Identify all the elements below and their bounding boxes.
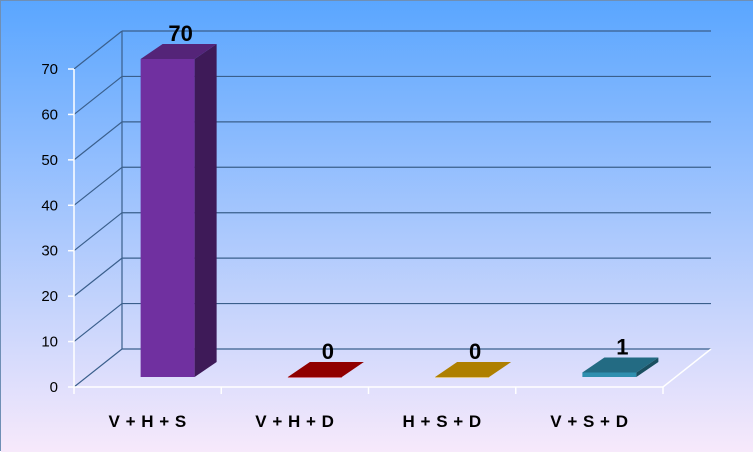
y-tick-label: 10 <box>41 334 58 351</box>
side-gridline <box>73 30 123 70</box>
y-tick-label: 70 <box>41 61 58 78</box>
x-category-label: V + H + S <box>109 412 187 431</box>
side-gridline <box>73 257 123 297</box>
bar <box>287 362 364 378</box>
side-gridline <box>73 166 123 206</box>
grid-layer <box>73 30 711 388</box>
bar-side <box>194 44 217 377</box>
y-tick-label: 0 <box>50 379 58 396</box>
y-tick-label: 60 <box>41 106 58 123</box>
bar <box>435 362 512 378</box>
y-tick-label: 30 <box>41 243 58 260</box>
bar-layer <box>140 44 659 378</box>
side-gridline <box>73 348 123 388</box>
bar-front <box>140 59 195 377</box>
bar-top <box>287 362 364 377</box>
data-label: 0 <box>469 339 481 364</box>
side-gridline <box>73 75 123 115</box>
bar-front <box>435 377 490 378</box>
bar <box>140 44 217 377</box>
side-gridline <box>73 212 123 252</box>
data-label: 70 <box>168 21 192 46</box>
y-tick-label: 20 <box>41 288 58 305</box>
x-category-label: V + S + D <box>550 412 628 431</box>
bar <box>582 357 659 377</box>
side-gridline <box>73 303 123 343</box>
side-gridline <box>73 121 123 161</box>
data-label: 1 <box>616 334 628 359</box>
floor-right-edge <box>662 348 712 388</box>
label-layer: V + H + S V + H + D H + S + D V + S + D 70 0 0… <box>109 21 629 431</box>
y-tick-label: 50 <box>41 152 58 169</box>
data-label: 0 <box>322 339 334 364</box>
bar-front <box>287 377 342 378</box>
bar-front <box>582 372 637 377</box>
bar-top <box>582 357 659 373</box>
bar-top <box>435 362 512 377</box>
bar-side <box>636 357 659 377</box>
y-tick-label: 40 <box>41 197 58 214</box>
x-category-label: H + S + D <box>403 412 482 431</box>
x-category-label: V + H + D <box>255 412 334 431</box>
bar-top <box>140 44 217 59</box>
